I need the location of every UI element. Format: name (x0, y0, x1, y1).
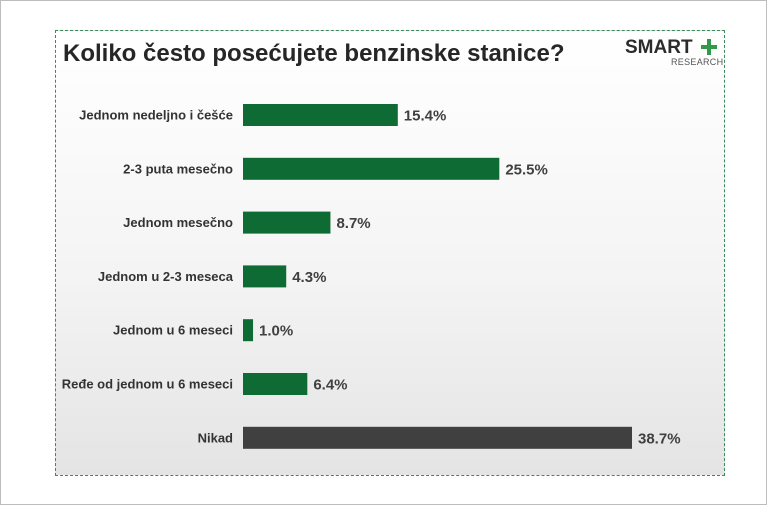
category-label: Jednom mesečno (123, 215, 233, 230)
category-label: Ređe od jednom u 6 meseci (62, 377, 233, 392)
value-label: 6.4% (313, 377, 347, 394)
bar-6 (243, 426, 632, 449)
value-label: 25.5% (505, 161, 548, 178)
smart-research-logo: SMART RESEARCH (625, 37, 724, 69)
category-label: Jednom nedeljno i češće (79, 108, 233, 123)
bar-0 (243, 104, 398, 126)
category-label: Jednom u 6 meseci (113, 323, 233, 338)
category-label: Jednom u 2-3 meseca (98, 269, 234, 284)
logo-subtitle: RESEARCH (671, 57, 724, 67)
category-label: Nikad (198, 430, 233, 445)
bar-5 (243, 373, 308, 395)
value-label: 4.3% (292, 269, 326, 286)
chart-title: Koliko često posećujete benzinske stanic… (63, 40, 565, 67)
value-label: 1.0% (259, 323, 293, 340)
bar-3 (243, 265, 287, 288)
plus-icon (701, 39, 717, 55)
bar-4 (243, 319, 254, 342)
bar-2 (243, 211, 331, 234)
value-label: 8.7% (336, 215, 370, 232)
value-label: 38.7% (638, 430, 681, 447)
logo-wordmark: SMART (625, 37, 693, 58)
category-label: 2-3 puta mesečno (123, 161, 233, 176)
value-label: 15.4% (404, 108, 447, 125)
bar-1 (243, 157, 500, 180)
